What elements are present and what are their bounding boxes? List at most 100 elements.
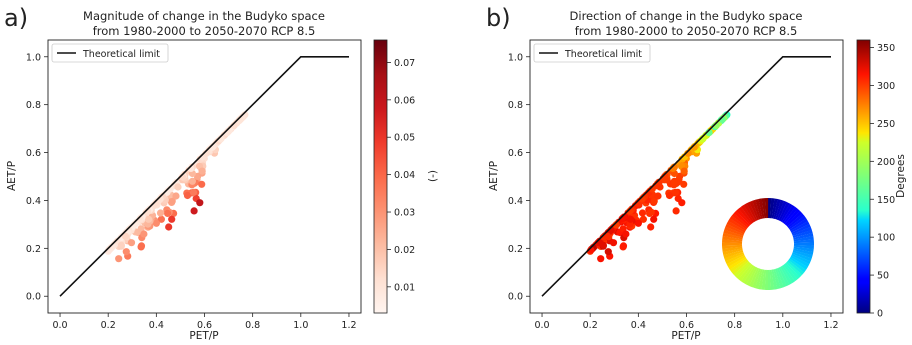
direction-wheel-segment [743,203,756,222]
panel-b-colorbar-label: Degrees [895,154,907,198]
scatter-point [122,248,130,256]
x-tick-label: 0.0 [534,320,549,331]
direction-wheel-segment [793,232,814,240]
direction-wheel-segment [726,220,746,233]
colorbar-tick-label: 300 [877,81,895,92]
direction-wheel-segment [769,269,775,290]
direction-wheel-segment [722,232,743,240]
direction-wheel-segment [722,244,743,249]
direction-wheel-segment [743,266,756,285]
panel-b-letter: b) [486,4,511,32]
x-tick-label: 0.8 [245,320,260,331]
direction-wheel-segment [781,204,796,224]
colorbar-tick-label: 0.02 [394,245,415,256]
scatter-point [597,255,605,263]
scatter-point [164,209,172,217]
direction-wheel-segment [789,218,808,232]
colorbar-tick-label: 0.06 [394,95,415,106]
panel-b-y-axis-label: AET/P [488,161,500,191]
y-tick-label: 0.8 [508,100,523,111]
scatter-point [172,192,180,200]
panel-a-letter: a) [4,4,28,32]
direction-wheel-segment [729,215,748,230]
scatter-point [174,183,182,191]
colorbar-tick-label: 0.01 [394,282,415,293]
panel-b-points [586,111,731,263]
scatter-point [622,230,630,238]
scatter-point [690,143,698,151]
direction-wheel-segment [791,223,811,235]
panel-a-legend: Theoretical limit [51,43,169,63]
direction-wheel-segment [771,198,778,219]
panel-b-title-line-2: from 1980-2000 to 2050-2070 RCP 8.5 [575,24,798,38]
direction-wheel-segment [723,250,744,259]
direction-wheel-segment [725,223,745,235]
direction-wheel-segment [731,259,749,275]
scatter-point [603,232,612,240]
scatter-point [680,180,688,188]
scatter-point [712,121,720,130]
direction-wheel-segment [729,258,748,273]
panel-a-legend-box [51,43,169,63]
colorbar-tick-label: 0 [877,309,883,320]
direction-wheel-segment [746,266,758,287]
direction-wheel-segment [752,199,761,220]
direction-wheel-segment [792,229,813,238]
scatter-point [198,180,206,188]
direction-wheel-segment [783,206,798,225]
scatter-point [187,164,195,172]
direction-wheel-segment [792,226,812,237]
direction-wheel-segment [773,199,781,220]
scatter-point [168,197,176,205]
scatter-point [137,242,146,250]
panel-b-legend: Theoretical limit [533,43,651,63]
y-tick-label: 0.2 [26,244,41,255]
direction-wheel-segment [776,267,787,288]
panel-b-y-ticks: 0.0 0.2 0.4 0.6 0.8 1.0 [508,52,530,303]
direction-wheel-segment [733,261,750,278]
x-tick-label: 1.0 [293,320,308,331]
x-tick-label: 0.8 [727,320,742,331]
direction-wheel-segment [738,206,753,225]
scatter-point [698,135,707,143]
x-tick-label: 0.6 [197,320,212,331]
scatter-point [678,199,686,207]
direction-wheel-segment [784,208,801,226]
panel-b-legend-box [533,43,651,63]
colorbar-tick-label: 50 [877,271,889,282]
direction-wheel-segment [724,226,744,236]
scatter-point [140,230,148,238]
scatter-point [230,121,238,130]
direction-wheel-segment [790,255,810,268]
scatter-point [208,143,216,151]
direction-wheel-segment [722,246,743,252]
direction-wheel-segment [723,229,744,238]
direction-wheel-segment [740,264,755,284]
direction-wheel-segment [736,208,752,226]
scatter-point [650,197,658,205]
x-tick-label: 0.2 [101,320,116,331]
direction-wheel-segment [792,250,813,259]
panel-b-direction-wheel [722,197,814,290]
direction-wheel-segment [722,239,743,244]
y-tick-label: 0.4 [508,196,523,207]
panel-a-colorbar-label: (-) [427,170,439,182]
scatter-point [189,188,198,196]
scatter-point [223,128,231,137]
direction-wheel-segment [724,251,744,262]
panel-b-colorbar [856,39,871,314]
scatter-point [647,223,655,231]
scatter-point [618,215,626,223]
scatter-point [634,219,643,227]
y-tick-label: 0.0 [508,292,523,303]
panel-a-legend-label: Theoretical limit [82,49,160,60]
direction-wheel-segment [788,215,807,230]
colorbar-tick-label: 100 [877,233,895,244]
colorbar-tick-label: 200 [877,157,895,168]
direction-wheel-segment [755,198,763,220]
scatter-point [127,239,136,247]
scatter-point [669,164,677,172]
scatter-point [216,135,225,143]
scatter-point [638,195,646,203]
direction-wheel-segment [733,210,751,227]
